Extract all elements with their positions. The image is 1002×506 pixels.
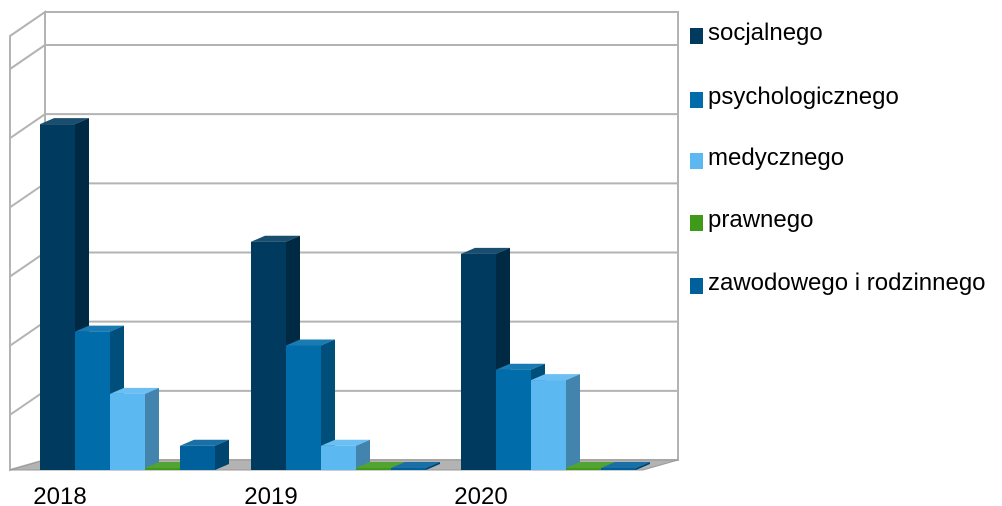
bar-front [566, 468, 601, 470]
bar-front [356, 468, 391, 470]
legend-label: prawnego [708, 206, 813, 233]
bar-front [110, 393, 145, 470]
bar-zawodowego-i-rodzinnego-2018 [180, 439, 229, 470]
bar-top [40, 118, 89, 125]
bar-side [636, 462, 650, 470]
bar-side [566, 374, 580, 470]
bar-front [145, 468, 180, 470]
chart-walls [9, 10, 679, 472]
bar-side [215, 439, 229, 470]
legend-swatch [690, 278, 703, 294]
bar-medycznego-2020 [531, 374, 580, 470]
bar-side [356, 439, 370, 470]
legend-item: psychologicznego [690, 83, 899, 110]
bar-front [180, 445, 215, 470]
bar-top [75, 325, 124, 332]
bar-top [251, 235, 300, 242]
bars [40, 118, 650, 471]
bar-zawodowego-i-rodzinnego-2019 [391, 462, 440, 470]
x-tick-label: 2019 [244, 483, 297, 506]
legend-swatch [690, 153, 703, 169]
bar-top [461, 247, 510, 254]
legend-item: socjalnego [690, 19, 823, 46]
bar-side [145, 387, 159, 470]
legend: socjalnego psychologicznego medycznego praw… [690, 19, 986, 296]
bar-side [426, 462, 440, 470]
bar-top [601, 462, 650, 468]
bar-top [321, 439, 370, 446]
legend-swatch [690, 28, 703, 44]
bar-front [496, 369, 531, 470]
legend-label: psychologicznego [708, 83, 899, 110]
x-axis-tick-labels: 2018 2019 2020 [33, 483, 507, 506]
bar-side [321, 339, 335, 470]
legend-swatch [690, 92, 703, 108]
legend-label: medycznego [708, 144, 844, 171]
side-wall [9, 10, 46, 472]
bar-top [566, 462, 615, 468]
legend-item: medycznego [690, 144, 844, 171]
bar-front [286, 345, 321, 470]
bar-zawodowego-i-rodzinnego-2020 [601, 462, 650, 470]
x-tick-label: 2020 [454, 483, 507, 506]
bar-top [286, 339, 335, 346]
gridline [9, 113, 678, 139]
bar-top [531, 374, 580, 381]
bar-top [356, 462, 405, 468]
legend-item: zawodowego i rodzinnego [690, 269, 986, 296]
legend-item: prawnego [690, 206, 813, 233]
bar-front [601, 468, 636, 470]
bar-medycznego-2019 [321, 439, 370, 470]
x-tick-label: 2018 [33, 483, 86, 506]
bar-top [391, 462, 440, 468]
bar-front [40, 124, 75, 471]
bar-front [75, 331, 110, 470]
bar-socjalnego-2018 [40, 118, 89, 471]
bar-top [180, 439, 229, 446]
legend-swatch [690, 215, 703, 231]
bar-front [251, 241, 286, 470]
legend-label: socjalnego [708, 19, 823, 46]
bar-front [531, 380, 566, 470]
bar-top [496, 363, 545, 370]
bar-front [321, 445, 356, 470]
bar-front [461, 253, 496, 470]
bar-medycznego-2018 [110, 387, 159, 470]
bar-top [110, 387, 159, 394]
bar-front [391, 468, 426, 470]
bar-psychologicznego-2019 [286, 339, 335, 470]
legend-label: zawodowego i rodzinnego [708, 269, 986, 296]
gridline [9, 44, 678, 70]
